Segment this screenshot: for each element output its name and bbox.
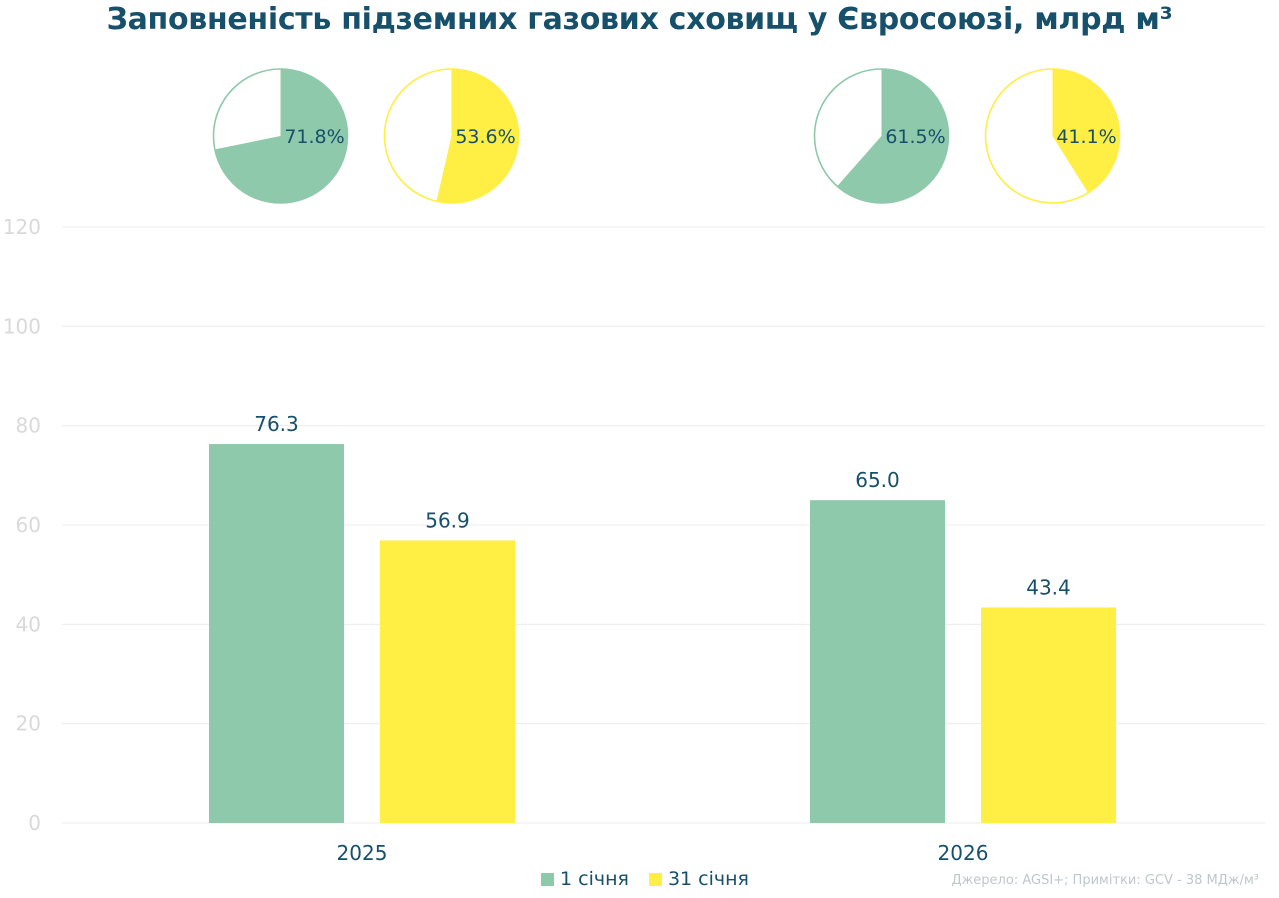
pie-label-2025-1: 53.6%	[455, 126, 515, 148]
pie-label-2026-1: 41.1%	[1056, 126, 1116, 148]
data-labels: 76.3 56.9 65.0 43.4	[254, 412, 1071, 599]
bars	[209, 444, 1116, 823]
y-tick-label: 20	[16, 712, 41, 736]
x-axis-categories: 2025 2026	[337, 841, 989, 865]
legend-label-jan1: 1 січня	[560, 868, 629, 890]
legend-swatch-jan31	[648, 872, 662, 886]
pie-charts: 71.8% 53.6% 61.5% 41.1%	[212, 68, 1121, 204]
bar-2025-series-1	[380, 540, 515, 823]
data-label-2026-series-0: 65.0	[855, 468, 900, 492]
legend-item-jan31: 31 січня	[648, 868, 749, 890]
source-note: Джерело: AGSI+; Примітки: GCV - 38 МДж/м…	[951, 873, 1259, 888]
y-tick-label: 80	[16, 414, 41, 438]
data-label-2026-series-1: 43.4	[1026, 575, 1071, 599]
data-label-2025-series-1: 56.9	[425, 508, 470, 532]
pie-slice-2026-1	[1052, 69, 1120, 193]
legend: 1 січня 31 січня	[541, 868, 769, 890]
y-axis-ticks: 0 20 40 60 80 100 120	[3, 215, 41, 835]
legend-swatch-jan1	[541, 872, 554, 886]
y-tick-label: 40	[16, 612, 41, 636]
x-category-2026: 2026	[938, 841, 989, 865]
pie-slice-2026-0	[837, 69, 949, 203]
y-tick-label: 120	[3, 215, 41, 239]
pie-label-2025-0: 71.8%	[284, 126, 344, 148]
legend-label-jan31: 31 січня	[667, 868, 749, 890]
pie-slice-2025-0	[214, 69, 348, 203]
bar-2026-series-0	[810, 500, 945, 823]
chart-title: Заповненість підземних газових сховищ у …	[106, 2, 1173, 37]
x-category-2025: 2025	[337, 841, 388, 865]
y-tick-label: 0	[28, 811, 41, 835]
y-tick-label: 60	[16, 513, 41, 537]
pie-slice-2025-1	[436, 69, 519, 203]
bar-2026-series-1	[981, 607, 1116, 823]
pie-label-2026-0: 61.5%	[885, 126, 945, 148]
y-tick-label: 100	[3, 314, 41, 338]
legend-item-jan1: 1 січня	[541, 868, 629, 890]
bar-2025-series-0	[209, 444, 344, 823]
data-label-2025-series-0: 76.3	[254, 412, 299, 436]
